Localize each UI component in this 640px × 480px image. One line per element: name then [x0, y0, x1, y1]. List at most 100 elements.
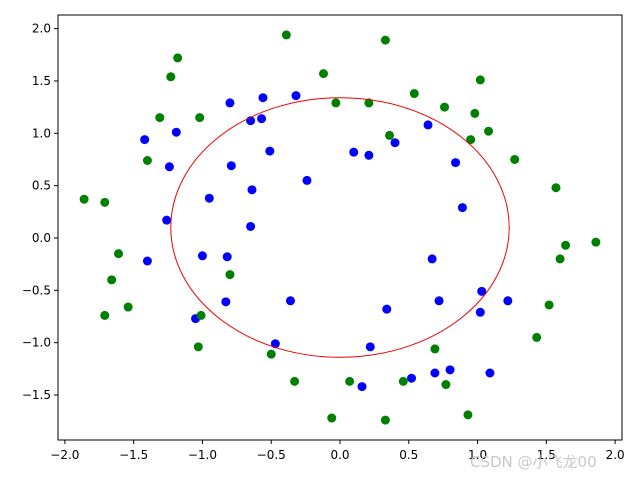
x-tick-label: 0.0: [330, 448, 349, 462]
green-point: [466, 135, 476, 145]
green-point: [331, 98, 341, 108]
green-point: [380, 415, 390, 425]
blue-point: [382, 304, 392, 314]
blue-point: [204, 193, 214, 203]
blue-point: [434, 296, 444, 306]
green-point: [100, 197, 110, 207]
green-point: [79, 194, 89, 204]
green-point: [532, 332, 542, 342]
green-point: [364, 98, 374, 108]
blue-point: [265, 146, 275, 156]
green-point: [142, 156, 152, 166]
blue-point: [164, 162, 174, 172]
blue-point: [349, 147, 359, 157]
green-point: [107, 275, 117, 285]
blue-point: [285, 296, 295, 306]
blue-point: [457, 203, 467, 213]
blue-point: [140, 135, 150, 145]
blue-point: [503, 296, 513, 306]
green-point: [155, 113, 165, 123]
plot-area: [57, 14, 623, 441]
blue-point: [257, 114, 267, 124]
y-tick-label: 2.0: [32, 22, 51, 36]
blue-point: [427, 254, 437, 264]
blue-point: [430, 368, 440, 378]
blue-point: [445, 365, 455, 375]
y-tick-label: −0.5: [22, 283, 51, 297]
green-point: [385, 130, 395, 140]
y-tick-label: −1.0: [22, 336, 51, 350]
data-points: [79, 30, 601, 425]
blue-point: [162, 215, 172, 225]
green-point: [470, 108, 480, 118]
decision-boundary-ellipse: [170, 97, 510, 358]
x-tick-label: 0.5: [399, 448, 418, 462]
green-point: [510, 154, 520, 164]
blue-point: [221, 297, 231, 307]
blue-point: [226, 161, 236, 171]
blue-point: [451, 158, 461, 168]
green-point: [290, 376, 300, 386]
green-point: [441, 380, 451, 390]
x-tick-label: 1.5: [537, 448, 556, 462]
x-tick-label: −0.5: [257, 448, 286, 462]
blue-point: [246, 221, 256, 231]
blue-point: [357, 382, 367, 392]
x-tick-label: 1.0: [468, 448, 487, 462]
green-point: [430, 344, 440, 354]
green-point: [225, 270, 235, 280]
green-point: [555, 254, 565, 264]
green-point: [409, 89, 419, 99]
blue-point: [390, 138, 400, 148]
green-point: [440, 102, 450, 112]
blue-point: [475, 307, 485, 317]
blue-point: [225, 98, 235, 108]
x-tick-label: 2.0: [606, 448, 625, 462]
green-point: [380, 35, 390, 45]
y-tick-label: 1.5: [32, 74, 51, 88]
green-point: [173, 53, 183, 63]
blue-point: [302, 175, 312, 185]
blue-point: [171, 127, 181, 137]
blue-point: [270, 339, 280, 349]
green-point: [398, 376, 408, 386]
x-tick-label: −2.0: [50, 448, 79, 462]
blue-point: [222, 252, 232, 262]
x-tick-label: −1.5: [119, 448, 148, 462]
green-point: [195, 113, 205, 123]
green-point: [591, 237, 601, 247]
green-point: [475, 75, 485, 85]
blue-point: [197, 251, 207, 261]
green-point: [345, 376, 355, 386]
blue-point: [407, 373, 417, 383]
green-point: [561, 240, 571, 250]
y-tick-label: 1.0: [32, 126, 51, 140]
y-tick-label: −1.5: [22, 388, 51, 402]
green-point: [327, 413, 337, 423]
green-point: [551, 183, 561, 193]
blue-point: [477, 286, 487, 296]
green-point: [100, 310, 110, 320]
green-point: [114, 249, 124, 259]
y-tick-label: 0.5: [32, 179, 51, 193]
blue-point: [247, 185, 257, 195]
blue-point: [258, 93, 268, 103]
green-point: [544, 300, 554, 310]
watermark: CSDN @小飞龙00: [470, 453, 597, 471]
green-point: [484, 126, 494, 136]
blue-point: [365, 342, 375, 352]
green-point: [281, 30, 291, 40]
blue-point: [364, 150, 374, 160]
axis-ticks: −2.0 −1.5 −1.0 −0.5 0.0 0.5 1.0 1.5 2.0 −1.5 −1.0 −…: [22, 22, 625, 462]
green-point: [266, 349, 276, 359]
green-point: [196, 310, 206, 320]
green-point: [318, 69, 328, 79]
x-tick-label: −1.0: [188, 448, 217, 462]
green-point: [463, 410, 473, 420]
green-point: [123, 302, 133, 312]
green-point: [166, 72, 176, 82]
y-tick-label: 0.0: [32, 231, 51, 245]
blue-point: [142, 256, 152, 266]
green-point: [193, 342, 203, 352]
